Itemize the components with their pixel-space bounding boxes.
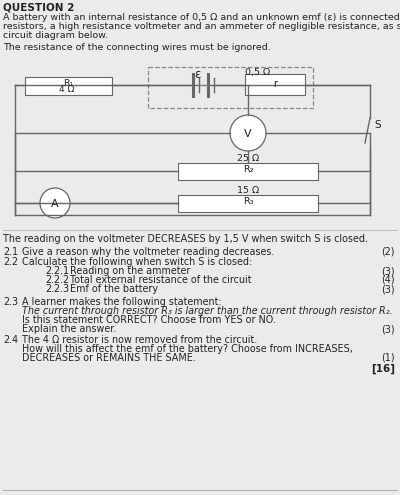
- Text: 2.4: 2.4: [3, 335, 18, 345]
- Text: 0,5 Ω: 0,5 Ω: [245, 68, 271, 77]
- Text: Is this statement CORRECT? Choose from YES or NO.: Is this statement CORRECT? Choose from Y…: [22, 315, 276, 325]
- Text: A learner makes the following statement:: A learner makes the following statement:: [22, 297, 222, 307]
- Bar: [148, 67, 313, 108]
- Bar: [25, 77, 112, 95]
- Bar: [245, 74, 305, 95]
- Text: (3): (3): [381, 284, 395, 294]
- Text: DECREASES or REMAINS THE SAME.: DECREASES or REMAINS THE SAME.: [22, 353, 196, 363]
- Text: R₃: R₃: [243, 197, 253, 206]
- Text: 2.1: 2.1: [3, 247, 18, 257]
- Text: 25 Ω: 25 Ω: [237, 154, 259, 163]
- Text: r: r: [273, 79, 277, 89]
- Text: QUESTION 2: QUESTION 2: [3, 3, 74, 13]
- Text: (3): (3): [381, 266, 395, 276]
- Bar: [178, 195, 318, 212]
- Text: 2.2.3: 2.2.3: [45, 284, 69, 294]
- Text: circuit diagram below.: circuit diagram below.: [3, 31, 108, 40]
- Text: Explain the answer.: Explain the answer.: [22, 324, 116, 334]
- Bar: [178, 163, 318, 180]
- Text: 2.3: 2.3: [3, 297, 18, 307]
- Text: How will this affect the emf of the battery? Choose from INCREASES,: How will this affect the emf of the batt…: [22, 344, 353, 354]
- Text: Calculate the following when switch S is closed:: Calculate the following when switch S is…: [22, 257, 252, 267]
- Text: The reading on the voltmeter DECREASES by 1,5 V when switch S is closed.: The reading on the voltmeter DECREASES b…: [3, 234, 368, 244]
- Text: (3): (3): [381, 324, 395, 334]
- Text: ε: ε: [194, 68, 200, 81]
- Text: 4 Ω: 4 Ω: [59, 86, 74, 95]
- Text: (1): (1): [381, 353, 395, 363]
- Circle shape: [40, 188, 70, 218]
- Text: Reading on the ammeter: Reading on the ammeter: [70, 266, 190, 276]
- Text: V: V: [244, 129, 252, 139]
- Text: (4): (4): [381, 275, 395, 285]
- Text: The resistance of the connecting wires must be ignored.: The resistance of the connecting wires m…: [3, 43, 271, 52]
- Text: R₂: R₂: [243, 165, 253, 174]
- Text: The current through resistor R₃ is larger than the current through resistor R₂.: The current through resistor R₃ is large…: [22, 306, 393, 316]
- Text: 2.2.1: 2.2.1: [45, 266, 69, 276]
- Text: A battery with an internal resistance of 0,5 Ω and an unknown emf (ε) is connect: A battery with an internal resistance of…: [3, 13, 400, 22]
- Text: [16]: [16]: [371, 364, 395, 374]
- Text: 2.2.2: 2.2.2: [45, 275, 69, 285]
- Text: Emf of the battery: Emf of the battery: [70, 284, 158, 294]
- Circle shape: [230, 115, 266, 151]
- Text: resistors, a high resistance voltmeter and an ammeter of negligible resistance, : resistors, a high resistance voltmeter a…: [3, 22, 400, 31]
- Text: 2.2: 2.2: [3, 257, 18, 267]
- Text: S: S: [374, 120, 381, 130]
- Text: A: A: [51, 199, 59, 209]
- Text: Give a reason why the voltmeter reading decreases.: Give a reason why the voltmeter reading …: [22, 247, 274, 257]
- Text: The 4 Ω resistor is now removed from the circuit.: The 4 Ω resistor is now removed from the…: [22, 335, 257, 345]
- Text: 15 Ω: 15 Ω: [237, 186, 259, 195]
- Text: Total external resistance of the circuit: Total external resistance of the circuit: [70, 275, 252, 285]
- Text: (2): (2): [382, 247, 395, 257]
- Text: R₁: R₁: [63, 79, 74, 88]
